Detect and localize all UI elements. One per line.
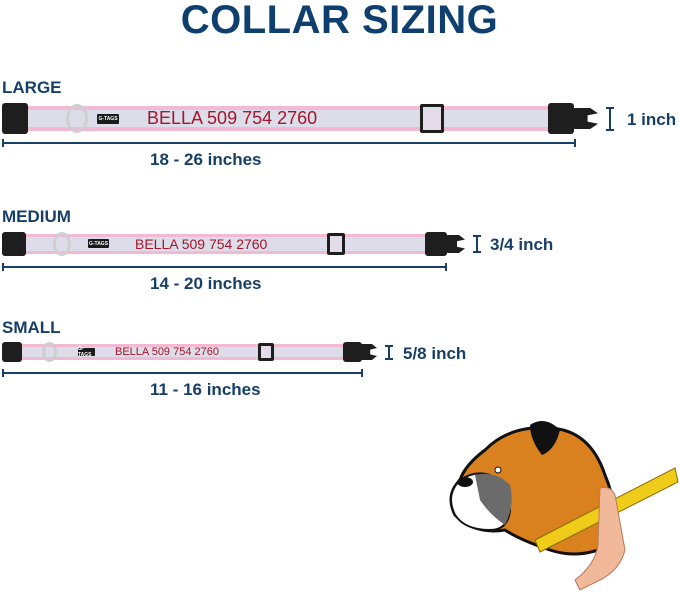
slider-buckle bbox=[258, 343, 274, 361]
page-title: COLLAR SIZING bbox=[180, 0, 499, 42]
width-label: 1 inch bbox=[627, 110, 677, 129]
length-label: 18 - 26 inches bbox=[150, 150, 262, 169]
width-label: 3/4 inch bbox=[490, 235, 554, 254]
width-bracket bbox=[385, 345, 393, 360]
buckle-left bbox=[2, 103, 28, 134]
buckle-left bbox=[2, 232, 26, 256]
length-label: 11 - 16 inches bbox=[150, 380, 261, 399]
collar-name-text: BELLA 509 754 2760 bbox=[135, 236, 268, 252]
brand-logo: G-TAGS bbox=[97, 114, 119, 124]
size-label-medium: MEDIUM bbox=[2, 207, 71, 226]
slider-buckle bbox=[420, 104, 444, 133]
brand-logo: G-TAGS bbox=[88, 239, 109, 248]
d-ring bbox=[66, 104, 88, 133]
buckle-left bbox=[2, 342, 22, 362]
size-label-small: SMALL bbox=[2, 318, 61, 337]
brand-logo: G-TAGS bbox=[78, 346, 95, 358]
buckle-right bbox=[548, 103, 574, 134]
collar-name-text: BELLA 509 754 2760 bbox=[147, 108, 318, 128]
boxer-dog-measuring-illustration bbox=[449, 421, 679, 591]
slider-buckle bbox=[327, 233, 345, 255]
length-line bbox=[2, 263, 447, 271]
size-label-large: LARGE bbox=[2, 78, 62, 97]
buckle-right bbox=[343, 342, 362, 362]
buckle-right bbox=[425, 232, 447, 256]
width-bracket bbox=[606, 107, 614, 131]
length-label: 14 - 20 inches bbox=[150, 274, 262, 293]
d-ring bbox=[42, 342, 57, 362]
width-label: 5/8 inch bbox=[403, 344, 467, 363]
width-bracket bbox=[473, 235, 481, 253]
collar-name-text: BELLA 509 754 2760 bbox=[115, 346, 219, 358]
d-ring bbox=[53, 232, 71, 256]
length-line bbox=[2, 369, 363, 377]
length-line bbox=[2, 139, 576, 147]
